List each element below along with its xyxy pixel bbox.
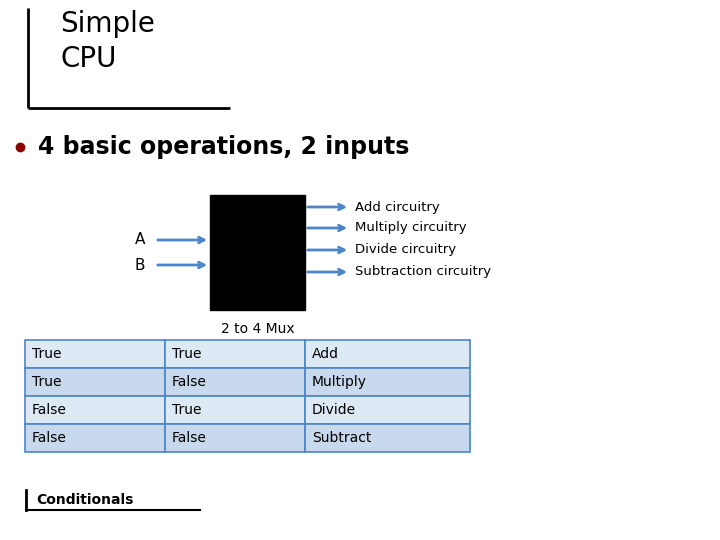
Text: Multiply: Multiply xyxy=(312,375,367,389)
Text: Multiply circuitry: Multiply circuitry xyxy=(355,221,467,234)
Bar xyxy=(305,396,470,424)
Text: Subtract: Subtract xyxy=(312,431,372,445)
Text: Add circuitry: Add circuitry xyxy=(355,200,440,213)
Text: False: False xyxy=(32,403,67,417)
Text: True: True xyxy=(32,347,61,361)
Bar xyxy=(25,340,165,368)
Text: False: False xyxy=(172,431,207,445)
Bar xyxy=(165,340,305,368)
Text: True: True xyxy=(172,347,202,361)
Text: Conditionals: Conditionals xyxy=(36,493,133,507)
Bar xyxy=(210,195,305,310)
Text: Subtraction circuitry: Subtraction circuitry xyxy=(355,266,491,279)
Bar xyxy=(165,424,305,452)
Text: False: False xyxy=(32,431,67,445)
Bar xyxy=(305,340,470,368)
Text: B: B xyxy=(135,258,145,273)
Bar xyxy=(25,396,165,424)
Text: Simple
CPU: Simple CPU xyxy=(60,10,155,72)
Text: True: True xyxy=(172,403,202,417)
Bar xyxy=(25,424,165,452)
Text: 4 basic operations, 2 inputs: 4 basic operations, 2 inputs xyxy=(38,135,410,159)
Text: False: False xyxy=(172,375,207,389)
Bar xyxy=(165,396,305,424)
Text: Add: Add xyxy=(312,347,339,361)
Text: True: True xyxy=(32,375,61,389)
Bar xyxy=(305,368,470,396)
Bar xyxy=(165,368,305,396)
Text: 2 to 4 Mux: 2 to 4 Mux xyxy=(221,322,294,336)
Text: A: A xyxy=(135,233,145,247)
Text: Divide circuitry: Divide circuitry xyxy=(355,244,456,256)
Bar xyxy=(25,368,165,396)
Text: Divide: Divide xyxy=(312,403,356,417)
Bar xyxy=(305,424,470,452)
